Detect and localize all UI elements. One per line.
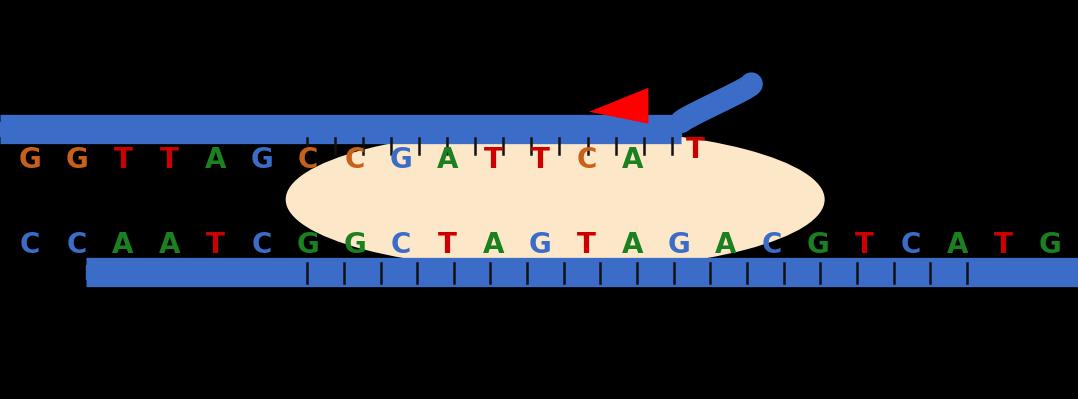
Text: T: T [686,136,705,164]
Ellipse shape [286,128,825,271]
Text: A: A [112,231,134,259]
Text: T: T [438,231,457,259]
Text: A: A [205,146,226,174]
Text: A: A [946,231,968,259]
Text: G: G [528,231,552,259]
Text: T: T [113,146,133,174]
Text: C: C [391,231,411,259]
Text: C: C [67,231,86,259]
Text: G: G [65,146,88,174]
Text: T: T [206,231,225,259]
Text: A: A [158,231,180,259]
Text: A: A [715,231,736,259]
Text: G: G [250,146,274,174]
Text: C: C [20,231,40,259]
Text: G: G [389,146,413,174]
Text: C: C [299,146,318,174]
Text: A: A [437,146,458,174]
Text: A: A [622,231,644,259]
Text: G: G [343,231,367,259]
Polygon shape [589,88,648,124]
Text: C: C [252,231,272,259]
Text: DNA polymerase: DNA polymerase [468,337,642,357]
Text: T: T [160,146,179,174]
Text: T: T [855,231,874,259]
Text: 3′: 3′ [765,70,788,94]
Text: T: T [484,146,503,174]
Text: A: A [483,231,505,259]
Text: A: A [622,146,644,174]
Text: G: G [806,231,830,259]
Text: C: C [577,146,596,174]
Text: C: C [762,231,782,259]
Text: T: T [577,231,596,259]
Text: C: C [901,231,921,259]
Text: G: G [18,146,42,174]
Text: T: T [530,146,550,174]
Text: C: C [345,146,364,174]
Text: G: G [1038,231,1062,259]
Text: G: G [296,231,320,259]
Text: T: T [994,231,1013,259]
Text: G: G [667,231,691,259]
